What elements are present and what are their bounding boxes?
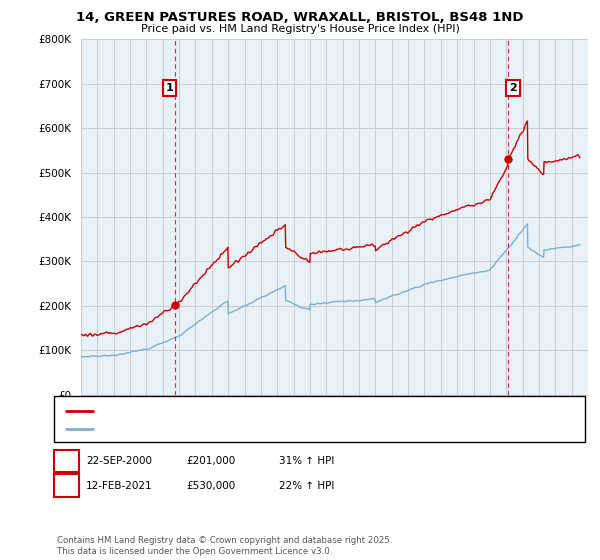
Text: Contains HM Land Registry data © Crown copyright and database right 2025.
This d: Contains HM Land Registry data © Crown c… (57, 536, 392, 556)
Text: Price paid vs. HM Land Registry's House Price Index (HPI): Price paid vs. HM Land Registry's House … (140, 24, 460, 34)
Text: 12-FEB-2021: 12-FEB-2021 (86, 480, 152, 491)
Text: 2: 2 (509, 83, 517, 93)
Text: 1: 1 (63, 456, 70, 466)
Text: £201,000: £201,000 (186, 456, 235, 466)
Text: 14, GREEN PASTURES ROAD, WRAXALL, BRISTOL, BS48 1ND: 14, GREEN PASTURES ROAD, WRAXALL, BRISTO… (76, 11, 524, 24)
Text: 22-SEP-2000: 22-SEP-2000 (86, 456, 152, 466)
Text: 1: 1 (166, 83, 173, 93)
Text: HPI: Average price, detached house, North Somerset: HPI: Average price, detached house, Nort… (98, 424, 356, 434)
Text: 14, GREEN PASTURES ROAD, WRAXALL, BRISTOL, BS48 1ND (detached house): 14, GREEN PASTURES ROAD, WRAXALL, BRISTO… (98, 405, 481, 416)
Text: 22% ↑ HPI: 22% ↑ HPI (279, 480, 334, 491)
Text: £530,000: £530,000 (186, 480, 235, 491)
Text: 31% ↑ HPI: 31% ↑ HPI (279, 456, 334, 466)
Text: 2: 2 (63, 480, 70, 491)
